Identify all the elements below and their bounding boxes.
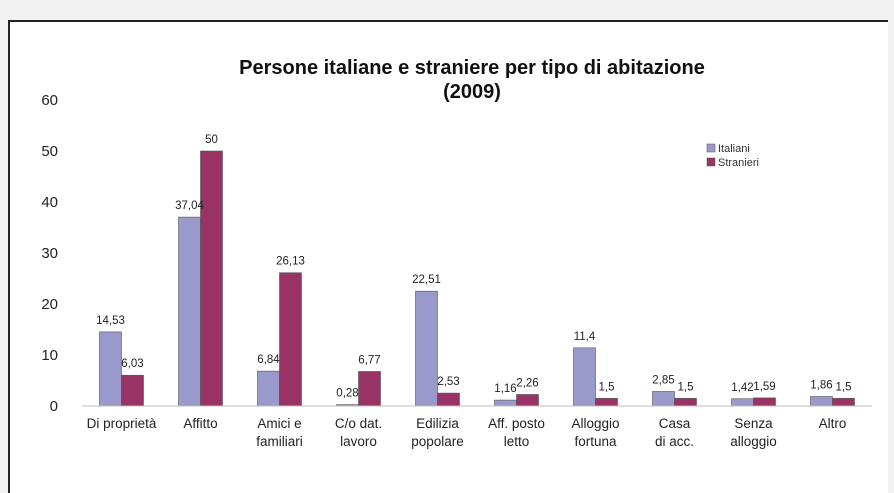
- bars: [99, 150, 855, 407]
- bar-stranieri: [516, 394, 539, 407]
- data-label: 2,26: [516, 377, 538, 389]
- data-label: 1,59: [753, 381, 775, 393]
- bar-stranieri: [437, 392, 460, 407]
- y-axis: 0 10 20 30 40 50 60: [41, 92, 58, 415]
- x-category-label: Alloggio fortuna: [571, 416, 619, 449]
- data-label: 0,28: [336, 388, 358, 400]
- x-category-label: Amici e familiari: [256, 416, 303, 449]
- data-label: 6,84: [257, 354, 280, 366]
- x-axis: Di proprietà Affitto Amici e familiari C/o d…: [82, 405, 872, 449]
- chart-subtitle: (2009): [443, 81, 501, 103]
- y-tick-label: 50: [41, 143, 58, 160]
- bar-italiani: [99, 331, 122, 407]
- data-label: 2,53: [437, 376, 459, 388]
- y-tick-label: 40: [41, 194, 58, 211]
- bar-italiani: [652, 391, 675, 407]
- bar-stranieri: [753, 397, 776, 407]
- y-tick-label: 20: [41, 296, 58, 313]
- bar-italiani: [494, 399, 517, 407]
- data-label: 1,5: [678, 381, 694, 393]
- x-category-label: Di proprietà: [87, 416, 157, 431]
- data-label: 6,03: [121, 358, 143, 370]
- x-category-label: Senza alloggio: [730, 416, 777, 449]
- chart-frame: Persone italiane e straniere per tipo di…: [8, 20, 888, 493]
- x-category-label: Edilizia popolare: [411, 416, 464, 449]
- data-label: 50: [205, 134, 218, 146]
- bar-italiani: [731, 398, 754, 407]
- legend-swatch: [706, 157, 716, 167]
- legend-label: Italiani: [718, 143, 750, 155]
- data-label: 37,04: [175, 200, 204, 212]
- bar-italiani: [257, 370, 280, 407]
- data-label: 6,77: [358, 354, 380, 366]
- x-category-label: C/o dat. lavoro: [335, 416, 382, 449]
- bar-italiani: [810, 396, 833, 407]
- bar-stranieri: [200, 150, 223, 407]
- legend-label: Stranieri: [718, 157, 759, 169]
- data-label: 11,4: [574, 331, 596, 343]
- data-labels: 14,53 6,03 37,04 50 6,84 26,13 0,28 6,77 22,51 2,…: [96, 134, 851, 400]
- bar-chart: Persone italiane e straniere per tipo di…: [41, 57, 872, 449]
- data-label: 2,85: [652, 374, 674, 386]
- legend: Italiani Stranieri: [706, 143, 759, 169]
- bar-stranieri: [358, 371, 381, 407]
- data-label: 26,13: [276, 256, 305, 268]
- x-category-label: Aff. posto letto: [488, 416, 545, 449]
- bar-stranieri: [121, 374, 144, 407]
- y-tick-label: 0: [50, 398, 58, 415]
- bar-stranieri: [674, 398, 697, 407]
- bar-italiani: [573, 347, 596, 407]
- bar-stranieri: [595, 398, 618, 407]
- legend-swatch: [706, 143, 716, 153]
- data-label: 1,5: [599, 381, 615, 393]
- bar-stranieri: [832, 398, 855, 407]
- data-label: 1,5: [836, 381, 852, 393]
- x-category-label: Casa di acc.: [655, 416, 694, 449]
- data-label: 1,16: [494, 383, 516, 395]
- y-tick-label: 30: [41, 245, 58, 262]
- x-category-label: Altro: [819, 416, 847, 431]
- bar-italiani: [178, 216, 201, 407]
- x-category-label: Affitto: [183, 416, 217, 431]
- data-label: 22,51: [412, 274, 441, 286]
- data-label: 14,53: [96, 315, 125, 327]
- bar-stranieri: [279, 272, 302, 407]
- data-label: 1,42: [731, 382, 753, 394]
- chart-title: Persone italiane e straniere per tipo di…: [239, 57, 705, 79]
- y-tick-label: 10: [41, 347, 58, 364]
- y-tick-label: 60: [41, 92, 58, 109]
- bar-italiani: [415, 290, 438, 407]
- data-label: 1,86: [810, 380, 832, 392]
